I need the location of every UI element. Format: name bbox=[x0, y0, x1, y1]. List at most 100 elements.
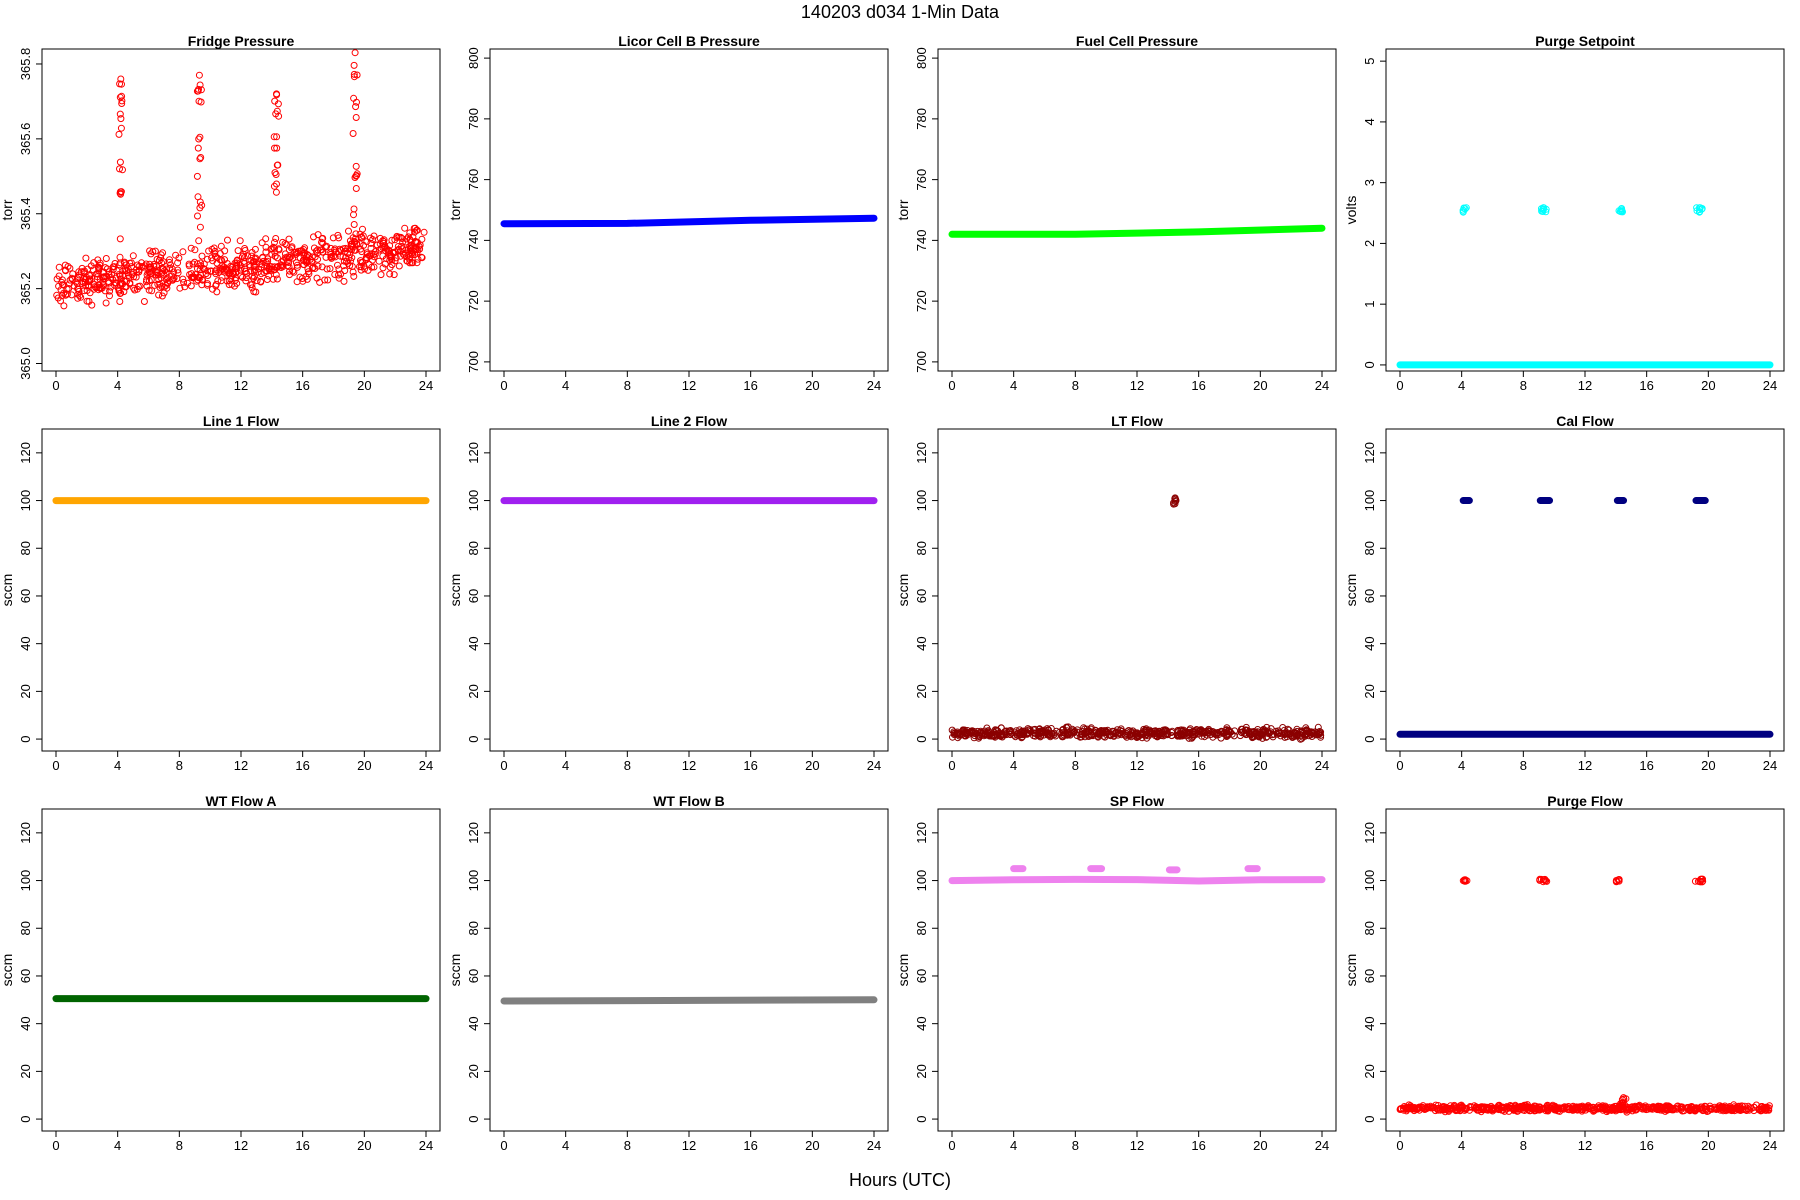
data-point bbox=[166, 256, 173, 264]
data-point bbox=[359, 232, 367, 240]
x-tick-label: 4 bbox=[562, 758, 569, 773]
data-point bbox=[116, 80, 124, 88]
data-point bbox=[1113, 726, 1121, 734]
data-point bbox=[1139, 728, 1147, 735]
data-point bbox=[1726, 1105, 1734, 1113]
data-point bbox=[55, 272, 63, 280]
data-point bbox=[62, 290, 70, 298]
data-point bbox=[350, 205, 358, 213]
y-tick-label: 20 bbox=[18, 684, 33, 698]
data-point bbox=[1223, 732, 1231, 740]
x-tick-label: 8 bbox=[1072, 1138, 1079, 1153]
y-tick-label: 40 bbox=[466, 636, 481, 650]
data-point bbox=[418, 235, 426, 243]
data-point bbox=[195, 237, 203, 245]
data-point bbox=[411, 251, 419, 259]
data-point bbox=[257, 277, 265, 285]
panel-title: WT Flow B bbox=[653, 793, 725, 809]
data-point bbox=[241, 245, 249, 252]
panel-6: LT Flow 0 4 8 12 16 20 24 0 20 40 60 80 100 120 sccm bbox=[895, 413, 1337, 773]
data-point bbox=[403, 235, 411, 243]
data-point bbox=[106, 292, 113, 300]
y-tick-label: 80 bbox=[1362, 541, 1377, 555]
data-point bbox=[96, 259, 104, 267]
x-tick-label: 8 bbox=[176, 378, 183, 393]
data-point bbox=[367, 239, 375, 247]
data-point bbox=[204, 280, 211, 288]
data-point bbox=[1047, 725, 1055, 732]
data-point bbox=[382, 247, 390, 255]
data-point bbox=[349, 268, 357, 276]
data-point bbox=[195, 85, 202, 93]
panel-title: SP Flow bbox=[1110, 793, 1164, 809]
data-point bbox=[1413, 1105, 1421, 1113]
data-point bbox=[1273, 730, 1281, 738]
x-tick-label: 0 bbox=[948, 758, 955, 773]
data-point bbox=[313, 274, 321, 282]
data-point bbox=[1578, 1106, 1586, 1113]
data-point bbox=[1138, 731, 1146, 739]
data-point bbox=[961, 729, 969, 737]
data-point bbox=[154, 266, 162, 274]
data-point bbox=[256, 260, 264, 268]
data-point bbox=[110, 263, 118, 271]
data-point bbox=[170, 268, 178, 276]
data-point bbox=[350, 211, 357, 219]
data-point bbox=[1396, 1105, 1404, 1113]
y-tick-label: 740 bbox=[466, 230, 481, 252]
data-point bbox=[952, 730, 960, 738]
series-line bbox=[500, 996, 878, 1005]
data-point bbox=[1031, 732, 1039, 740]
y-tick-label: 3 bbox=[1362, 179, 1377, 186]
data-point bbox=[401, 251, 409, 259]
data-point bbox=[1168, 729, 1176, 736]
data-point bbox=[1627, 1105, 1635, 1113]
data-point bbox=[160, 289, 168, 297]
data-point bbox=[1066, 728, 1074, 736]
data-point bbox=[318, 235, 326, 243]
data-point bbox=[236, 237, 244, 245]
data-point bbox=[105, 268, 113, 276]
data-point bbox=[1059, 733, 1067, 741]
x-tick-label: 8 bbox=[1072, 378, 1079, 393]
data-point bbox=[330, 246, 338, 254]
data-point bbox=[1714, 1104, 1722, 1112]
data-point bbox=[359, 225, 366, 233]
series-line bbox=[948, 875, 1326, 885]
data-point bbox=[273, 180, 280, 188]
y-tick-label: 120 bbox=[18, 442, 33, 464]
data-point bbox=[69, 270, 77, 278]
data-point bbox=[159, 249, 167, 257]
data-point bbox=[1466, 1106, 1473, 1114]
data-point bbox=[82, 254, 90, 262]
data-point bbox=[1151, 727, 1159, 735]
data-point bbox=[270, 182, 278, 190]
data-point bbox=[231, 264, 239, 272]
data-point bbox=[1044, 731, 1052, 739]
data-point bbox=[271, 144, 278, 152]
x-tick-label: 8 bbox=[1520, 1138, 1527, 1153]
data-point bbox=[1619, 1103, 1627, 1111]
data-point bbox=[350, 61, 358, 69]
data-point bbox=[1475, 1104, 1483, 1111]
x-tick-label: 12 bbox=[1578, 758, 1592, 773]
data-point bbox=[173, 275, 181, 283]
data-point bbox=[1447, 1102, 1455, 1110]
data-point bbox=[388, 256, 396, 264]
data-point bbox=[132, 266, 140, 274]
data-point bbox=[221, 247, 229, 255]
data-point bbox=[1024, 726, 1032, 734]
data-point bbox=[394, 247, 402, 255]
y-axis-label: sccm bbox=[1343, 954, 1359, 987]
data-point bbox=[1174, 727, 1182, 735]
data-point bbox=[118, 92, 126, 100]
data-point bbox=[112, 274, 120, 282]
x-tick-label: 16 bbox=[743, 1138, 757, 1153]
panel-1: Licor Cell B Pressure 0 4 8 12 16 20 24 700 720 74… bbox=[447, 33, 889, 393]
data-point bbox=[331, 271, 339, 278]
data-point bbox=[1635, 1103, 1642, 1111]
data-point bbox=[1650, 1103, 1657, 1111]
y-tick-label: 100 bbox=[466, 490, 481, 512]
y-tick-label: 365.2 bbox=[18, 272, 33, 305]
data-point bbox=[293, 263, 301, 271]
